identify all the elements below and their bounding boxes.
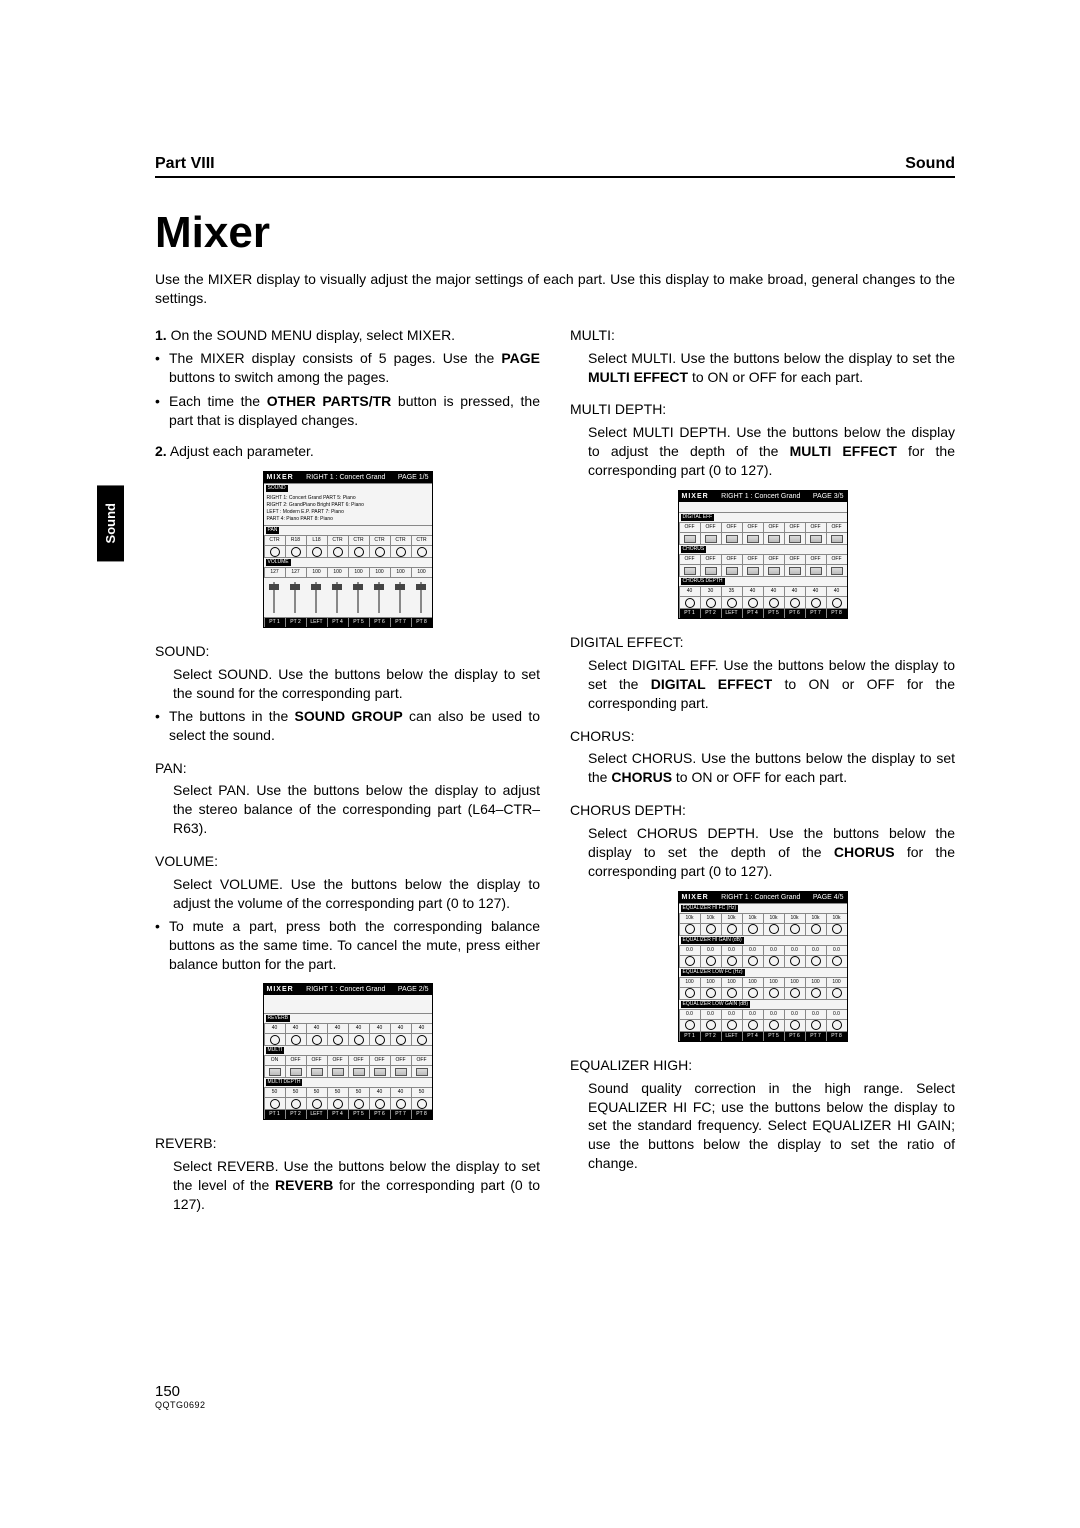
sound-body: Select SOUND. Use the buttons below the …	[155, 665, 540, 703]
mixer-figure-4: MIXERRIGHT 1 : Concert GrandPAGE 4/5 EQU…	[678, 891, 848, 1042]
mixer-figure-2: MIXERRIGHT 1 : Concert GrandPAGE 2/5 REV…	[263, 983, 433, 1120]
mixer-figure-1: MIXERRIGHT 1 : Concert GrandPAGE 1/5 SOU…	[263, 471, 433, 628]
eq-high-body: Sound quality correction in the high ran…	[570, 1079, 955, 1173]
bullet-pages: • The MIXER display consists of 5 pages.…	[155, 349, 540, 387]
chorus-depth-label: CHORUS DEPTH:	[570, 801, 955, 820]
section-label: Sound	[905, 155, 955, 173]
two-columns: 1. On the SOUND MENU display, select MIX…	[155, 326, 955, 1218]
bullet-dot: •	[155, 392, 169, 430]
multi-body: Select MULTI. Use the buttons below the …	[570, 349, 955, 387]
step-2-num: 2.	[155, 443, 167, 459]
page-title: Mixer	[155, 208, 955, 258]
reverb-label: REVERB:	[155, 1134, 540, 1153]
eq-high-label: EQUALIZER HIGH:	[570, 1056, 955, 1075]
bullet-mute: • To mute a part, press both the corresp…	[155, 917, 540, 974]
reverb-body: Select REVERB. Use the buttons below the…	[155, 1157, 540, 1214]
pan-body: Select PAN. Use the buttons below the di…	[155, 781, 540, 838]
multi-depth-body: Select MULTI DEPTH. Use the buttons belo…	[570, 423, 955, 480]
chorus-label: CHORUS:	[570, 727, 955, 746]
part-label: Part VIII	[155, 155, 215, 173]
bullet-dot: •	[155, 349, 169, 387]
digital-effect-body: Select DIGITAL EFF. Use the buttons belo…	[570, 656, 955, 713]
left-column: 1. On the SOUND MENU display, select MIX…	[155, 326, 540, 1218]
multi-depth-label: MULTI DEPTH:	[570, 400, 955, 419]
sound-label: SOUND:	[155, 642, 540, 661]
multi-label: MULTI:	[570, 326, 955, 345]
step-1-num: 1.	[155, 327, 167, 343]
header-row: Part VIII Sound	[155, 155, 955, 178]
volume-body: Select VOLUME. Use the buttons below the…	[155, 875, 540, 913]
chorus-depth-body: Select CHORUS DEPTH. Use the buttons bel…	[570, 824, 955, 881]
intro-text: Use the MIXER display to visually adjust…	[155, 270, 955, 308]
chorus-body: Select CHORUS. Use the buttons below the…	[570, 749, 955, 787]
side-tab-sound: Sound	[97, 485, 124, 561]
bullet-sound-group: • The buttons in the SOUND GROUP can als…	[155, 707, 540, 745]
page-number: 150	[155, 1383, 206, 1400]
doc-code: QQTG0692	[155, 1400, 206, 1410]
right-column: MULTI: Select MULTI. Use the buttons bel…	[570, 326, 955, 1218]
bullet-other-parts: • Each time the OTHER PARTS/TR button is…	[155, 392, 540, 430]
step-2-text: Adjust each parameter.	[170, 443, 314, 459]
volume-label: VOLUME:	[155, 852, 540, 871]
digital-effect-label: DIGITAL EFFECT:	[570, 633, 955, 652]
page-footer: 150 QQTG0692	[155, 1383, 206, 1410]
page: Sound Part VIII Sound Mixer Use the MIXE…	[155, 155, 955, 1355]
step-1-text: On the SOUND MENU display, select MIXER.	[171, 327, 455, 343]
pan-label: PAN:	[155, 759, 540, 778]
mixer-figure-3: MIXERRIGHT 1 : Concert GrandPAGE 3/5 DIG…	[678, 490, 848, 619]
